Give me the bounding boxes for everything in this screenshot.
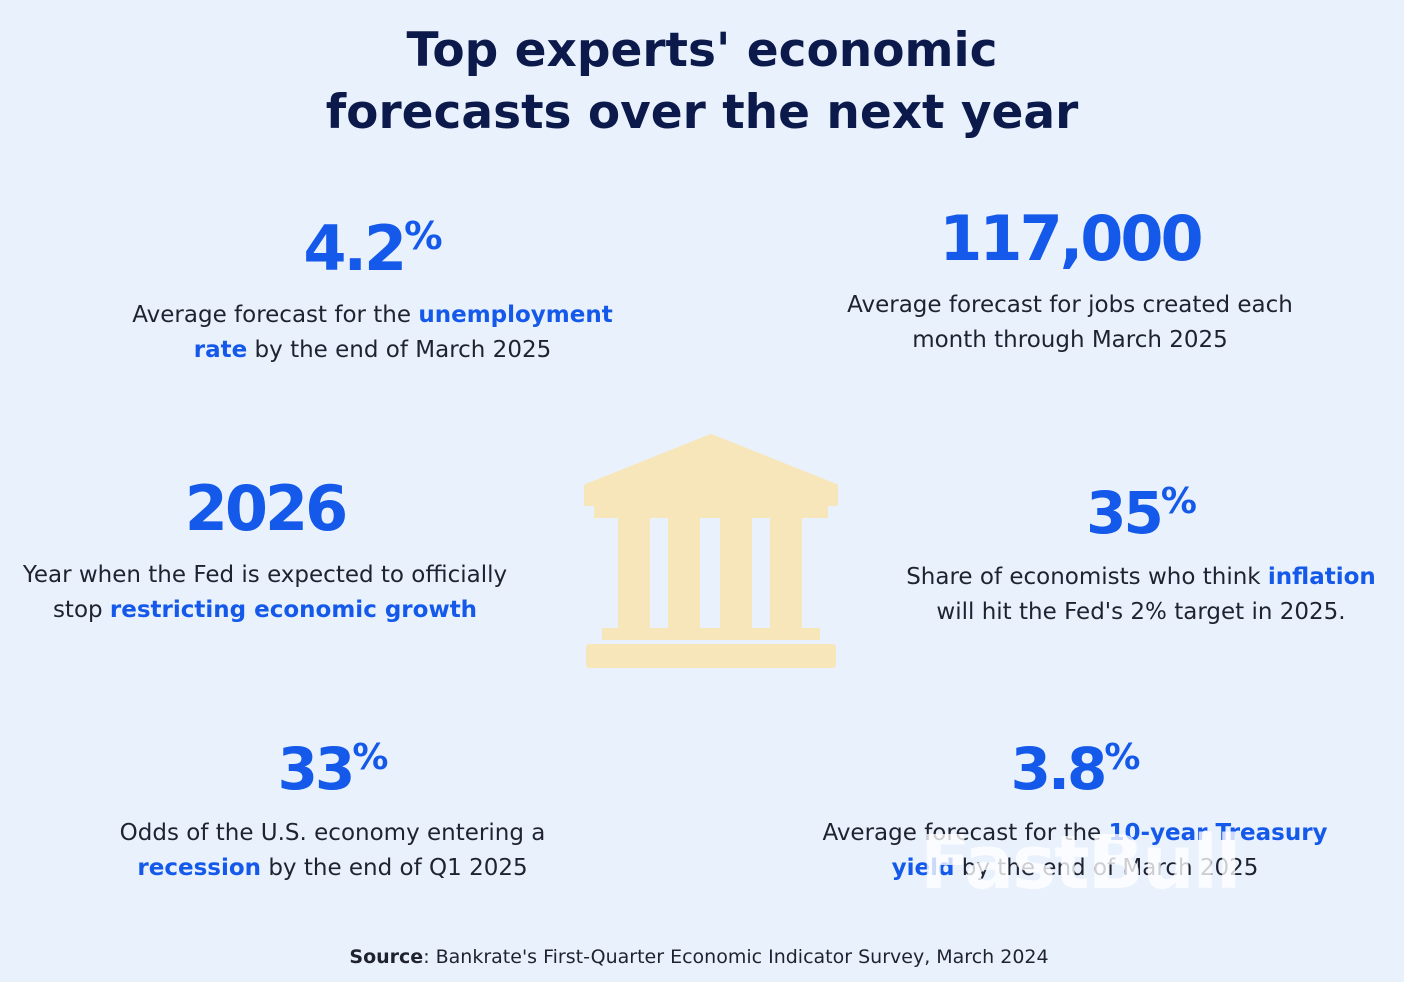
desc-text: Share of economists who think — [906, 564, 1268, 590]
source-note: Source: Bankrate's First-Quarter Economi… — [0, 946, 1398, 968]
desc-text: Year when the Fed is expected to officia… — [22, 562, 508, 588]
stat-number: 4.2 — [303, 212, 407, 286]
bank-building-icon — [584, 434, 838, 668]
stat-description: Average forecast for the unemployment ra… — [80, 298, 665, 368]
desc-highlight: 10-year Treasury — [1108, 820, 1328, 846]
desc-text: stop — [52, 597, 110, 623]
stat-value: 4.2% — [303, 217, 442, 280]
stat-recession: 33% Odds of the U.S. economy entering a … — [70, 740, 595, 886]
desc-text: Average forecast for the — [822, 820, 1109, 846]
stat-number: 35 — [1086, 479, 1164, 547]
desc-highlight: recession — [137, 855, 262, 881]
source-label: Source — [349, 946, 424, 968]
desc-text: by the end of March 2025 — [247, 337, 552, 364]
desc-text: Odds of the U.S. economy entering a — [119, 820, 546, 846]
stat-inflation: 35% Share of economists who think inflat… — [878, 484, 1404, 630]
stat-unit: % — [352, 737, 388, 779]
title-line-1: Top experts' economic — [406, 23, 998, 78]
desc-text: by the end of Q1 2025 — [261, 855, 528, 881]
stat-value: 33% — [278, 737, 389, 798]
page-title: Top experts' economic forecasts over the… — [0, 20, 1404, 144]
desc-highlight: unemployment — [418, 302, 613, 329]
stat-description: Average forecast for jobs created each m… — [780, 288, 1360, 358]
title-line-2: forecasts over the next year — [325, 85, 1079, 140]
stat-description: Share of economists who think inflation … — [878, 560, 1404, 630]
stat-description: Odds of the U.S. economy entering a rece… — [70, 816, 595, 886]
desc-text: Average forecast for the — [132, 302, 419, 329]
stat-number: 117,000 — [939, 202, 1203, 275]
watermark-logo: FastBull — [920, 820, 1241, 906]
stat-number: 33 — [277, 735, 356, 803]
stat-value: 3.8% — [1011, 737, 1141, 798]
desc-text: month through March 2025 — [912, 327, 1228, 353]
stat-value: 2026 — [185, 478, 349, 540]
desc-highlight: restricting economic growth — [109, 597, 478, 623]
stat-unemployment: 4.2% Average forecast for the unemployme… — [80, 217, 665, 368]
desc-highlight: yield — [891, 855, 955, 881]
desc-text: Average forecast for jobs created each — [847, 292, 1293, 318]
desc-highlight: rate — [193, 337, 248, 364]
stat-number: 3.8 — [1010, 735, 1108, 803]
stat-value: 35% — [1086, 481, 1197, 542]
stat-unit: % — [1160, 481, 1197, 523]
source-text: : Bankrate's First-Quarter Economic Indi… — [423, 946, 1049, 968]
desc-highlight: inflation — [1267, 564, 1376, 590]
stat-fed-year: 2026 Year when the Fed is expected to of… — [0, 478, 530, 628]
stat-unit: % — [404, 214, 442, 259]
stat-number: 2026 — [184, 472, 349, 545]
stat-value: 117,000 — [939, 208, 1203, 270]
stat-unit: % — [1104, 737, 1140, 779]
stat-description: Year when the Fed is expected to officia… — [0, 558, 530, 628]
desc-text: by the end of March 2025 — [954, 855, 1259, 881]
desc-text: will hit the Fed's 2% target in 2025. — [936, 599, 1346, 625]
stat-jobs: 117,000 Average forecast for jobs create… — [780, 208, 1360, 358]
stat-treasury-yield: 3.8% Average forecast for the 10-year Tr… — [790, 740, 1360, 886]
stat-description: Average forecast for the 10-year Treasur… — [790, 816, 1360, 886]
